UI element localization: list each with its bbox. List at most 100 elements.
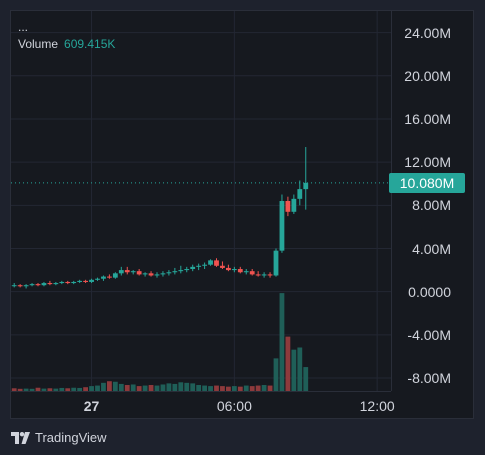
candle-body: [237, 269, 243, 273]
candle-body: [160, 273, 166, 275]
volume-legend-label: Volume: [18, 37, 59, 51]
candle-body: [220, 265, 225, 268]
volume-bar: [243, 385, 249, 391]
legend-dots[interactable]: ...: [18, 20, 29, 34]
candle-body: [29, 284, 35, 286]
candle-body: [261, 274, 267, 276]
candle-body: [243, 271, 249, 273]
volume-bar: [148, 385, 154, 391]
volume-bar: [11, 388, 17, 391]
candle-body: [285, 201, 291, 212]
legend: ... Volume 609.415K: [18, 19, 115, 53]
volume-bar: [112, 381, 118, 391]
volume-bar: [130, 384, 136, 391]
volume-bar: [29, 388, 35, 391]
candle-body: [226, 267, 231, 271]
volume-bar: [95, 385, 100, 391]
candle-body: [208, 260, 213, 265]
candle-body: [77, 280, 83, 282]
volume-bar: [172, 383, 178, 391]
candle-body: [101, 276, 106, 279]
candle-body: [118, 270, 124, 274]
volume-bar: [47, 388, 53, 391]
brand-name: TradingView: [35, 430, 107, 445]
price-tick-label: 0.0000: [408, 283, 451, 300]
candle-body: [47, 283, 53, 285]
price-tick-label: 12.00M: [404, 154, 451, 171]
volume-bar: [190, 383, 196, 391]
volume-bar: [77, 387, 83, 391]
volume-bar: [41, 388, 47, 391]
time-tick-label: 27: [83, 398, 100, 414]
candle-body: [190, 266, 196, 270]
price-tick-label: 20.00M: [404, 67, 451, 84]
volume-bar: [166, 383, 172, 391]
chart-pane[interactable]: ... Volume 609.415K: [11, 11, 391, 391]
volume-bar: [297, 347, 303, 391]
price-tick-label: -8.00M: [407, 370, 451, 387]
candle-body: [95, 278, 100, 280]
candle-body: [124, 270, 130, 273]
volume-bar: [208, 386, 213, 391]
time-tick-label: 06:00: [216, 398, 252, 414]
chart-frame[interactable]: ... Volume 609.415K 24.00M 20.00M 16.00M 12.…: [10, 10, 474, 419]
volume-bar: [17, 388, 23, 391]
brand[interactable]: TradingView: [11, 430, 107, 445]
candle-body: [202, 264, 207, 266]
candle-body: [279, 201, 285, 251]
candle-body: [166, 272, 172, 274]
price-axis[interactable]: 24.00M 20.00M 16.00M 12.00M 8.00M 4.00M 0.0000…: [391, 11, 475, 391]
candle-body: [297, 189, 303, 199]
candle-body: [172, 271, 178, 273]
candle-body: [267, 274, 273, 276]
volume-legend: Volume 609.415K: [18, 36, 115, 53]
volume-bar: [261, 385, 267, 391]
volume-bar: [101, 382, 106, 391]
candle-body: [89, 279, 94, 282]
volume-bar: [23, 388, 29, 391]
price-chart-svg[interactable]: [11, 11, 391, 391]
candle-body: [23, 285, 29, 287]
tradingview-logo-icon: [11, 431, 30, 444]
candle-body: [130, 271, 136, 273]
last-price-label: 10.080M: [389, 172, 465, 193]
volume-bar: [285, 336, 291, 391]
candle-body: [142, 273, 148, 275]
candle-body: [59, 281, 65, 284]
volume-bar: [124, 385, 130, 391]
volume-bar: [83, 387, 88, 391]
volume-bar: [214, 385, 219, 391]
volume-bar: [279, 293, 285, 391]
volume-bar: [220, 386, 225, 391]
candle-body: [35, 284, 41, 286]
candle-body: [17, 285, 23, 287]
candle-body: [107, 276, 112, 278]
candle-body: [303, 182, 309, 190]
volume-bar: [154, 385, 160, 391]
volume-bar: [237, 386, 243, 391]
candle-body: [65, 281, 71, 284]
volume-bar: [65, 388, 71, 391]
candle-body: [291, 198, 297, 212]
volume-bar: [89, 386, 94, 391]
volume-bar: [273, 358, 279, 391]
candle-body: [148, 273, 154, 276]
volume-bar: [35, 387, 41, 391]
price-tick-label: 24.00M: [404, 24, 451, 41]
candle-body: [53, 283, 59, 285]
price-tick-label: -4.00M: [407, 326, 451, 343]
volume-bar: [231, 386, 237, 391]
volume-bar: [178, 382, 184, 391]
candle-body: [41, 283, 47, 286]
time-tick-label: 12:00: [359, 398, 395, 414]
volume-bar: [196, 385, 202, 391]
candle-body: [178, 270, 184, 272]
price-tick-label: 8.00M: [412, 197, 451, 214]
volume-bar: [59, 387, 65, 391]
volume-bar: [255, 385, 261, 391]
candle-body: [273, 250, 279, 276]
candle-body: [231, 269, 237, 271]
volume-bar: [303, 367, 309, 391]
time-axis[interactable]: 27 06:00 12:00: [11, 391, 395, 419]
volume-bar: [267, 385, 273, 391]
